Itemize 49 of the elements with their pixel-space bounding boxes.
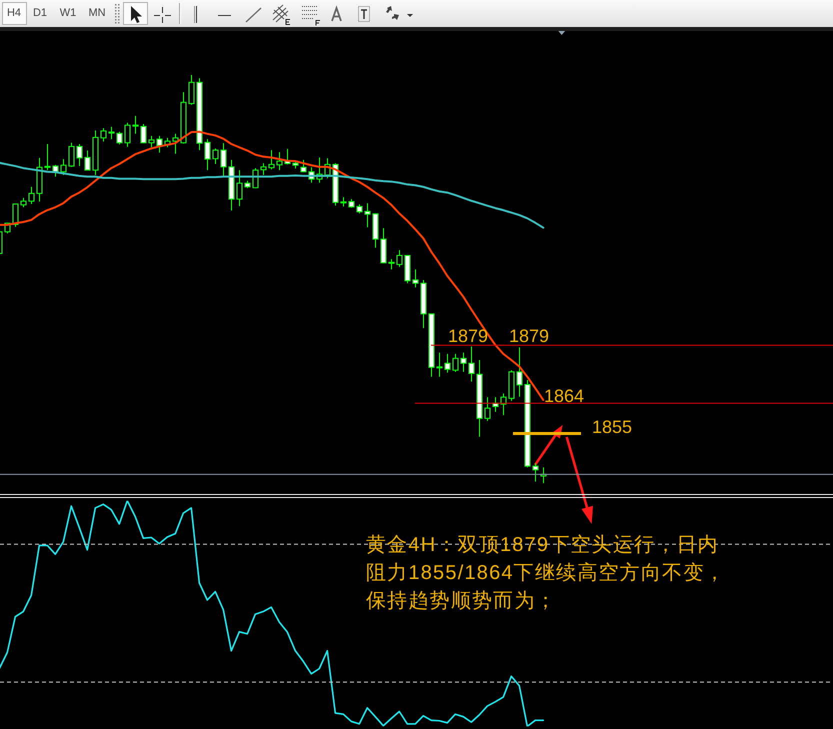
annotation: 黄金4H：双顶1879下空头运行，日内阻力1855/1864下继续高空方向不变，保持趋势顺势而为； — [366, 534, 726, 612]
candlestick — [452, 353, 458, 372]
candlestick — [380, 228, 386, 264]
candlestick — [148, 135, 154, 148]
text: 1855 — [592, 416, 632, 436]
candlestick — [84, 150, 90, 172]
candlestick — [156, 135, 162, 154]
candlestick — [340, 196, 346, 207]
text: H4 — [6, 7, 22, 19]
candlestick — [108, 126, 114, 140]
annotation: 1879 — [448, 326, 488, 346]
candlestick — [388, 258, 394, 270]
candlestick — [68, 142, 74, 168]
candlestick — [300, 159, 306, 173]
candlestick — [236, 170, 242, 207]
candlestick — [460, 352, 466, 372]
candlestick — [268, 150, 274, 170]
candlestick — [516, 346, 522, 398]
candlestick — [468, 346, 474, 382]
text: D1 — [32, 7, 48, 19]
candlestick — [436, 352, 442, 378]
candlestick — [132, 115, 138, 134]
annotation: 1879 — [509, 326, 550, 346]
candlestick — [100, 128, 106, 142]
text: MN — [88, 7, 106, 19]
candlestick — [444, 353, 450, 374]
candlestick — [412, 268, 418, 288]
candlestick — [204, 138, 210, 171]
candlestick — [220, 142, 226, 178]
candlestick — [60, 158, 66, 176]
candlestick — [116, 131, 122, 145]
candlestick — [28, 186, 34, 205]
annotation: 1864 — [544, 386, 584, 406]
candlestick — [12, 204, 18, 228]
candlestick — [124, 122, 130, 148]
candlestick — [276, 152, 282, 171]
candlestick — [364, 202, 370, 228]
text: W1 — [60, 7, 76, 19]
candlestick — [260, 162, 266, 176]
candlestick — [76, 144, 82, 167]
candlestick — [44, 144, 50, 171]
candlestick — [20, 197, 26, 208]
candlestick — [396, 250, 402, 268]
candlestick — [212, 148, 218, 165]
candlestick — [188, 75, 194, 106]
candlestick — [140, 123, 146, 144]
candlestick — [500, 392, 506, 416]
candlestick — [532, 462, 538, 482]
candlestick — [484, 396, 490, 422]
